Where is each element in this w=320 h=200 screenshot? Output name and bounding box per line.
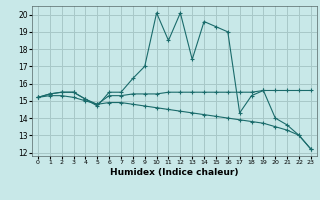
X-axis label: Humidex (Indice chaleur): Humidex (Indice chaleur): [110, 168, 239, 177]
